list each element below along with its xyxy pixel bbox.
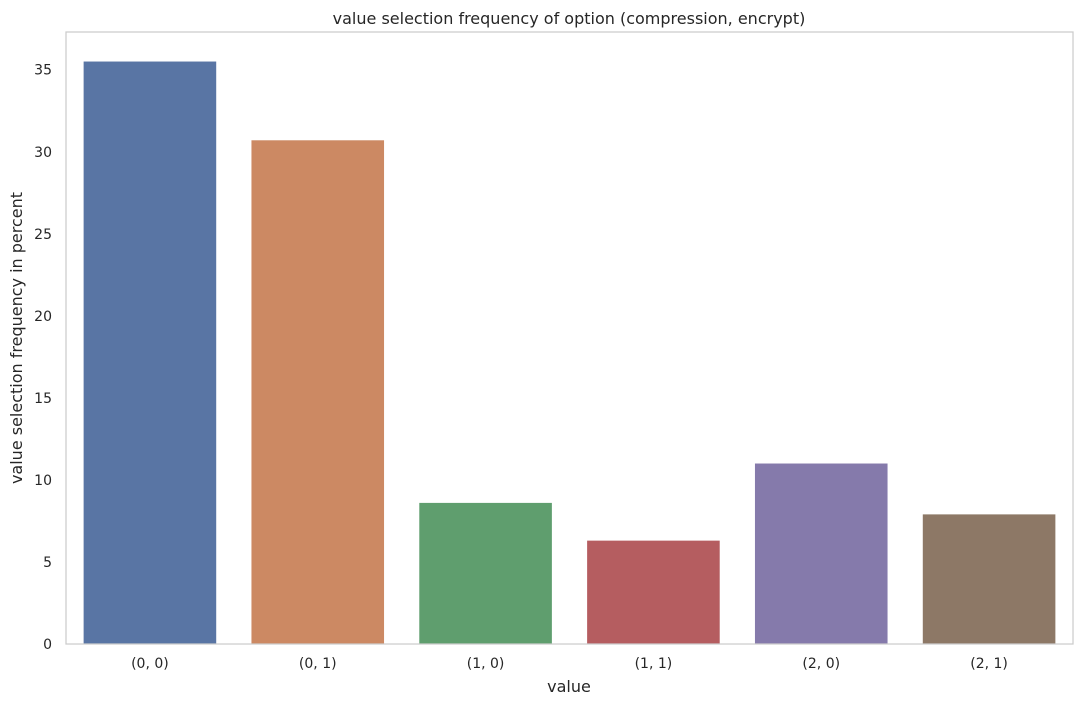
x-tick-label: (1, 0) bbox=[467, 656, 505, 672]
chart-title: value selection frequency of option (com… bbox=[333, 9, 806, 28]
bar-0 bbox=[83, 61, 217, 645]
x-axis-ticks: (0, 0) (0, 1) (1, 0) (1, 1) (2, 0) (2, 1) bbox=[131, 656, 1008, 672]
bar-2 bbox=[419, 502, 552, 644]
bar-5 bbox=[922, 514, 1056, 644]
bars-group bbox=[83, 61, 1056, 645]
x-tick-label: (2, 1) bbox=[970, 656, 1008, 672]
y-tick-label: 0 bbox=[43, 637, 52, 653]
y-tick-label: 20 bbox=[34, 309, 52, 325]
x-tick-label: (0, 1) bbox=[299, 656, 337, 672]
y-axis-label: value selection frequency in percent bbox=[7, 192, 26, 484]
bar-3 bbox=[587, 540, 720, 644]
y-tick-label: 35 bbox=[34, 63, 52, 79]
y-tick-label: 25 bbox=[34, 227, 52, 243]
y-tick-label: 5 bbox=[43, 555, 52, 571]
x-tick-label: (1, 1) bbox=[635, 656, 673, 672]
x-tick-label: (2, 0) bbox=[802, 656, 840, 672]
y-tick-label: 30 bbox=[34, 145, 52, 161]
y-tick-label: 10 bbox=[34, 473, 52, 489]
y-axis-ticks: 0 5 10 15 20 25 30 35 bbox=[34, 63, 52, 653]
y-tick-label: 15 bbox=[34, 391, 52, 407]
x-tick-label: (0, 0) bbox=[131, 656, 169, 672]
plot-frame bbox=[65, 31, 1074, 645]
x-axis-label: value bbox=[547, 677, 591, 696]
bar-1 bbox=[251, 140, 385, 644]
bar-4 bbox=[754, 463, 888, 644]
